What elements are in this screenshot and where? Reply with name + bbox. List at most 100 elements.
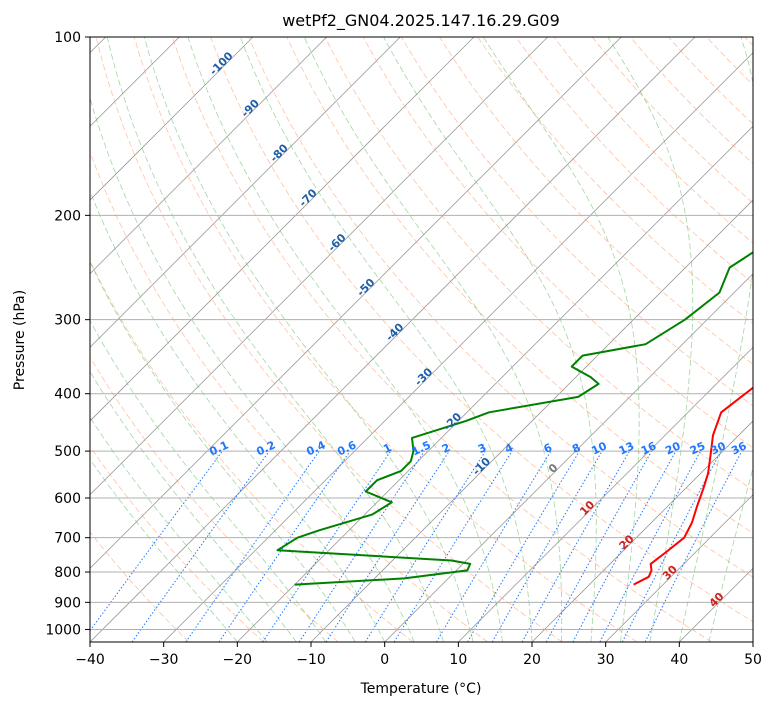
isotherm-line [90, 37, 401, 348]
isotherm-label: -20 [441, 410, 464, 433]
y-axis-ticks: 100 200 300 400 500 600 700 800 900 1000 [45, 30, 90, 638]
y-axis-label: Pressure (hPa) [12, 290, 28, 390]
dry-adiabat-line [439, 37, 753, 365]
mixing-ratio-line [364, 450, 486, 642]
isotherm-label: -30 [412, 365, 435, 388]
y-tick-label: 800 [54, 565, 81, 581]
moist-adiabat-line [383, 37, 597, 642]
dry-adiabat-line [90, 531, 190, 642]
mixing-ratio-line [545, 450, 653, 642]
mixing-ratio-line [218, 450, 351, 642]
mixing-ratio-label: 0.4 [304, 438, 327, 458]
mixing-ratio-label: 6 [542, 441, 555, 456]
x-tick-label: −40 [75, 652, 105, 668]
isotherm-label: -40 [383, 320, 406, 343]
chart-title: wetPf2_GN04.2025.147.16.29.G09 [282, 11, 560, 31]
isotherm-label: 10 [577, 498, 597, 518]
y-tick-label: 1000 [45, 622, 81, 638]
mixing-ratio-line [131, 450, 270, 642]
mixing-ratio-label: 8 [570, 441, 582, 456]
y-tick-label: 400 [54, 387, 81, 403]
moist-adiabat-line [90, 416, 268, 642]
mixing-ratio-line [467, 450, 580, 642]
mixing-ratio-label: 20 [663, 439, 683, 457]
mixing-ratio-line [325, 450, 450, 642]
isotherm-line [679, 567, 753, 642]
moist-adiabat-line [187, 37, 503, 642]
y-tick-label: 900 [54, 595, 81, 611]
dry-adiabat-line [171, 37, 712, 642]
dry-adiabat-line [90, 260, 414, 642]
dry-adiabat-line [286, 37, 753, 534]
mixing-ratio-line [185, 450, 320, 642]
mixing-ratio-line [521, 450, 630, 642]
mixing-ratio-line [435, 450, 552, 642]
isotherm-line [531, 420, 753, 642]
mixing-ratio-line [599, 450, 701, 642]
moist-adiabat-line [240, 37, 533, 642]
y-tick-label: 100 [54, 30, 81, 46]
moist-adiabat-line [90, 96, 415, 642]
isotherm-line [90, 37, 622, 569]
mixing-ratio-label: 0.1 [207, 438, 230, 458]
mixing-ratio-label: 13 [617, 439, 636, 457]
x-tick-label: 40 [670, 652, 688, 668]
moist-adiabat-line [678, 37, 753, 642]
isotherm-label: -80 [268, 141, 291, 164]
x-axis-ticks: −40 −30 −20 −10 0 10 20 30 40 50 [75, 642, 762, 668]
mixing-ratio-label: 3 [476, 441, 488, 456]
mixing-ratio-label: 2 [440, 441, 452, 456]
x-tick-label: −10 [296, 652, 326, 668]
y-tick-label: 600 [54, 491, 81, 507]
isotherm-label: -70 [296, 186, 319, 209]
x-axis-label: Temperature (°C) [360, 681, 482, 697]
mixing-ratio-line [298, 450, 425, 642]
moist-adiabat-line [303, 37, 563, 642]
x-tick-label: −20 [223, 652, 253, 668]
y-tick-label: 700 [54, 531, 81, 547]
isotherm-line [90, 37, 696, 642]
isotherm-label: 20 [617, 532, 637, 552]
isotherm-line [90, 37, 327, 275]
moist-adiabat-line [90, 190, 386, 642]
x-tick-label: 30 [597, 652, 615, 668]
mixing-ratio-label: 10 [589, 439, 609, 457]
mixing-ratio-line [572, 450, 677, 642]
moist-adiabat-line [90, 261, 356, 642]
x-tick-label: 10 [449, 652, 467, 668]
mixing-ratio-line [644, 450, 743, 642]
dry-adiabat-line [400, 37, 753, 407]
dry-adiabat-line [90, 150, 488, 642]
moist-adiabat-line [483, 37, 640, 642]
isotherm-line [163, 52, 753, 642]
isotherm-line [752, 641, 753, 642]
moist-adiabat-line [90, 319, 327, 642]
moist-adiabat-line [607, 37, 694, 642]
moist-adiabat-line [90, 458, 238, 642]
isotherm-line [310, 199, 753, 642]
temperature-profile-line [633, 386, 753, 586]
x-tick-label: −30 [149, 652, 179, 668]
isotherm-label: -50 [354, 276, 377, 299]
isotherm-line [237, 125, 753, 642]
mixing-ratio-label: 25 [688, 439, 707, 457]
dry-adiabat-line [706, 37, 753, 86]
x-tick-label: 20 [523, 652, 541, 668]
dry-adiabat-line [515, 37, 753, 284]
mixing-ratio-label: 36 [729, 439, 749, 457]
isotherm-label: -90 [239, 97, 262, 120]
y-tick-label: 300 [54, 313, 81, 329]
sounding-profiles [276, 251, 753, 586]
dry-adiabat-line [591, 37, 753, 204]
mixing-ratio-label: 30 [708, 439, 728, 457]
plot-frame [89, 36, 754, 643]
isotherm-line [90, 37, 475, 422]
isotherm-label: -60 [325, 231, 348, 254]
moist-adiabat-line [90, 370, 297, 642]
mixing-ratio-label: 16 [639, 439, 659, 457]
y-tick-label: 500 [54, 444, 81, 460]
dry-adiabat-line [210, 37, 753, 623]
isotherm-line [605, 494, 753, 642]
x-tick-label: 50 [744, 652, 762, 668]
